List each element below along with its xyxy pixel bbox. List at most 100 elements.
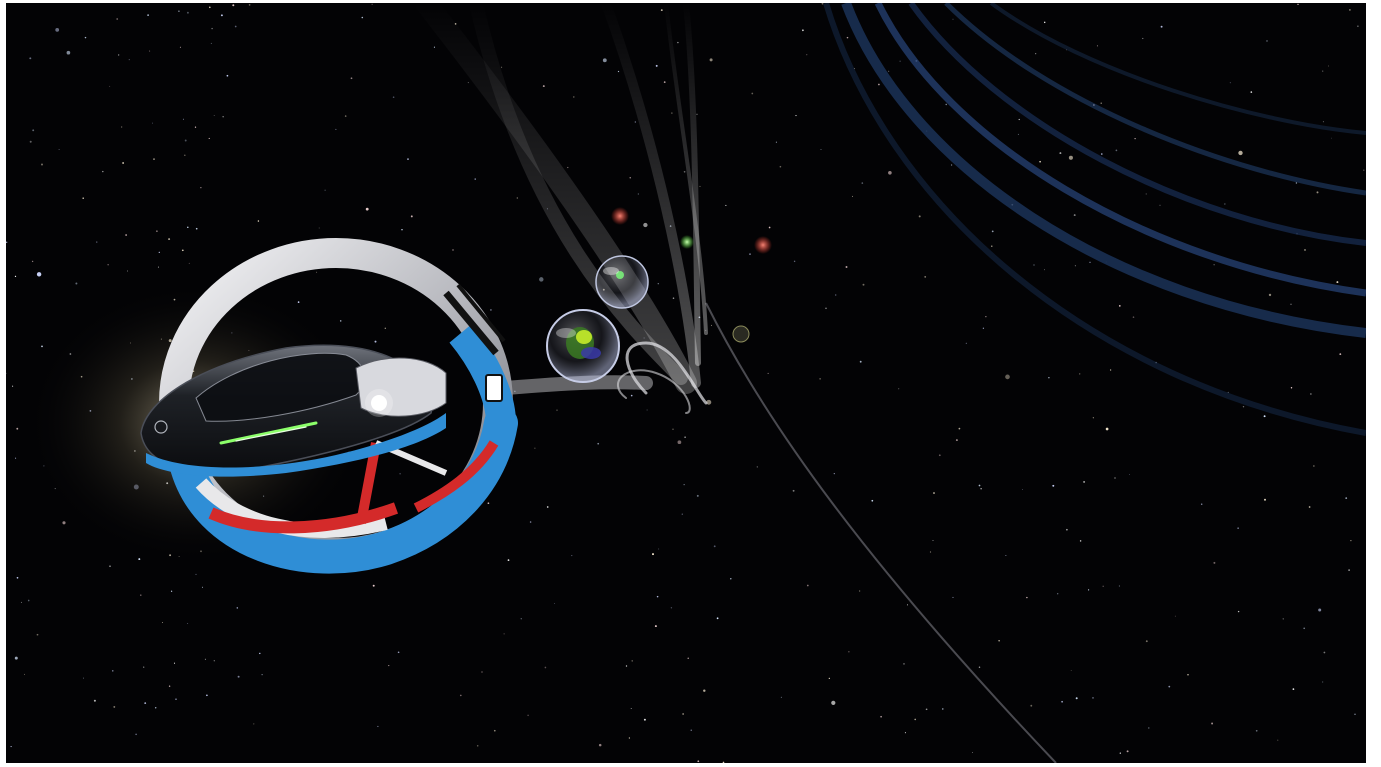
star	[828, 677, 830, 680]
star	[297, 301, 300, 303]
star	[158, 251, 160, 254]
star	[211, 27, 213, 30]
star	[663, 81, 666, 83]
star	[253, 723, 255, 725]
star	[487, 502, 490, 505]
star	[1266, 40, 1268, 42]
star	[503, 633, 505, 635]
star	[821, 3, 824, 5]
star	[529, 521, 532, 523]
star	[1068, 155, 1073, 160]
star	[1310, 393, 1312, 395]
star	[1066, 528, 1068, 531]
star	[1035, 53, 1037, 55]
star	[102, 170, 104, 173]
star	[862, 283, 865, 286]
star	[14, 656, 18, 660]
star	[371, 3, 373, 5]
star	[1237, 527, 1239, 529]
star	[220, 14, 223, 17]
star	[1101, 153, 1103, 155]
star	[109, 85, 111, 87]
star	[643, 222, 648, 228]
star	[880, 715, 882, 718]
star	[83, 677, 85, 679]
star	[1290, 303, 1292, 305]
star	[1092, 417, 1094, 419]
star	[122, 162, 124, 164]
star	[118, 54, 120, 56]
star	[151, 122, 154, 124]
star	[186, 11, 189, 14]
star	[1159, 204, 1161, 206]
star	[1145, 640, 1148, 643]
star	[1088, 589, 1090, 591]
star	[29, 57, 32, 60]
star	[407, 158, 409, 160]
star	[377, 725, 379, 727]
star	[888, 70, 890, 72]
star	[1304, 249, 1306, 251]
star	[1357, 25, 1359, 27]
star	[657, 283, 659, 285]
star	[15, 457, 17, 459]
distant-pod	[732, 325, 750, 343]
star	[257, 220, 260, 222]
star	[520, 618, 522, 620]
star	[162, 622, 163, 623]
star	[128, 59, 130, 61]
star	[696, 494, 699, 497]
ring-racer-ship-icon	[140, 238, 518, 574]
star	[1250, 91, 1253, 93]
star	[388, 665, 390, 667]
star	[467, 82, 469, 84]
star	[861, 182, 864, 184]
star	[1074, 265, 1076, 267]
star	[474, 178, 476, 180]
star	[1109, 369, 1112, 371]
star	[113, 705, 116, 708]
star	[206, 694, 208, 697]
star	[643, 718, 646, 721]
star	[259, 652, 261, 655]
star	[792, 489, 795, 492]
star	[780, 696, 782, 698]
star	[1336, 281, 1339, 284]
star	[156, 230, 158, 232]
star	[144, 702, 147, 704]
star	[871, 499, 874, 502]
star	[670, 607, 673, 609]
star	[481, 671, 483, 673]
star	[697, 760, 700, 763]
star	[178, 10, 180, 13]
star	[690, 729, 692, 731]
star	[768, 226, 771, 229]
green-nav-light	[680, 235, 694, 249]
star	[637, 193, 639, 195]
star	[656, 595, 659, 598]
star	[1073, 214, 1076, 217]
star	[1089, 261, 1091, 263]
star	[1213, 264, 1215, 266]
star	[630, 708, 632, 709]
star	[1303, 627, 1306, 630]
star	[1349, 9, 1351, 11]
star	[109, 565, 111, 567]
star	[175, 698, 177, 701]
star	[914, 718, 917, 721]
star	[339, 320, 342, 322]
star	[138, 558, 141, 561]
game-viewport[interactable]	[6, 3, 1366, 763]
star	[660, 9, 663, 11]
star	[96, 241, 98, 243]
star	[6, 241, 8, 243]
star	[749, 253, 751, 255]
star	[1119, 752, 1121, 754]
star	[933, 492, 935, 494]
star	[208, 137, 210, 139]
star	[1224, 203, 1226, 205]
star	[630, 394, 633, 397]
star	[27, 599, 30, 602]
star	[628, 737, 631, 739]
star	[1323, 651, 1326, 654]
